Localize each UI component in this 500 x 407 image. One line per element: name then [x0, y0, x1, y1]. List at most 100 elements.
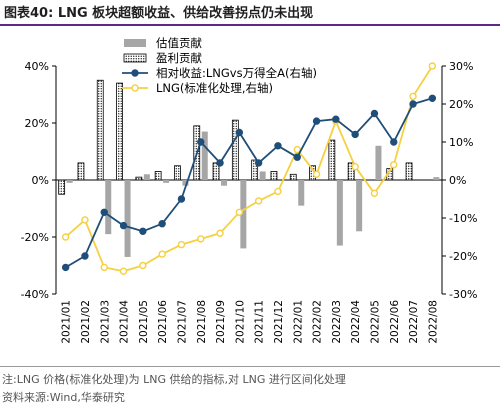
earnings-bar [77, 162, 85, 181]
lng-price-point [293, 145, 301, 154]
relative-return-point [139, 227, 147, 236]
right-axis-tick-label: 0% [449, 174, 466, 187]
relative-return-point [351, 130, 359, 139]
footnote: 注:LNG 价格(标准化处理)为 LNG 供给的指标,对 LNG 进行区间化处理 [2, 373, 346, 386]
valuation-bar [375, 145, 382, 180]
lng-price-point [428, 62, 437, 70]
relative-return-point [312, 117, 321, 125]
valuation-bar [201, 131, 208, 180]
x-axis-tick-label: 2021/12 [273, 300, 285, 344]
bar-line-chart: -40% -20% 0% 20% 40% -30% -20% -10% 0% 10% 20% 30% 2… [21, 36, 478, 344]
relative-return-point [216, 159, 224, 167]
left-axis-tick-label: -40% [21, 288, 49, 301]
earnings-bar [174, 165, 181, 181]
relative-return-point [409, 100, 417, 108]
relative-return-point [61, 263, 70, 272]
chart-title: 图表40: LNG 板块超额收益、供给改善拐点仍未出现 [4, 6, 314, 21]
x-axis-tick-label: 2022/04 [350, 300, 362, 344]
x-axis-tick-label: 2022/07 [408, 300, 420, 344]
earnings-bar [328, 139, 336, 181]
x-axis-tick-label: 2022/03 [331, 300, 343, 344]
earnings-bar [347, 162, 355, 181]
lng-price-point [216, 229, 224, 237]
valuation-bar [182, 180, 189, 186]
legend-label: 估值贡献 [156, 36, 202, 50]
source-note: 资料来源:Wind,华泰研究 [2, 391, 125, 404]
valuation-bar [356, 180, 363, 232]
legend-label: LNG(标准化处理,右轴) [156, 81, 273, 95]
legend-swatch-earnings [123, 53, 147, 63]
valuation-bar [240, 180, 247, 249]
earnings-bar [212, 162, 220, 181]
earnings-bar [116, 82, 123, 181]
lng-price-point [409, 92, 417, 101]
right-axis-tick-label: 30% [449, 60, 473, 73]
lng-price-point [312, 170, 321, 179]
x-axis-tick-label: 2021/02 [80, 300, 92, 344]
valuation-bar [259, 171, 266, 180]
legend-label: 相对收益:LNGvs万得全A(右轴) [156, 66, 317, 80]
relative-return-point [390, 138, 398, 146]
lng-price-point [235, 208, 244, 217]
valuation-bar [163, 180, 170, 183]
x-axis-tick-label: 2021/05 [138, 300, 150, 344]
bar-marks [58, 79, 440, 257]
earnings-bar [251, 159, 259, 181]
lng-price-point [197, 235, 205, 243]
earnings-bar [270, 171, 278, 181]
x-axis-tick-label: 2021/07 [176, 300, 188, 344]
lng-price-point [177, 240, 186, 249]
earnings-bar [96, 79, 104, 181]
x-axis-tick-label: 2021/08 [196, 300, 208, 344]
left-axis-tick-label: -20% [21, 231, 49, 244]
relative-return-point [158, 219, 166, 228]
lng-price-point [81, 216, 89, 224]
lng-price-point [351, 162, 359, 171]
relative-return-point [197, 138, 205, 146]
right-axis-tick-label: -30% [449, 288, 477, 301]
valuation-bar [433, 177, 440, 180]
x-axis-tick-label: 2022/02 [312, 300, 324, 344]
lng-price-point [370, 189, 379, 198]
lng-price-point [254, 197, 263, 205]
valuation-bar [124, 180, 131, 257]
x-axis-tick-label: 2022/05 [369, 300, 381, 344]
relative-return-point [100, 208, 108, 217]
earnings-bar [58, 179, 66, 195]
valuation-bar [143, 174, 150, 180]
earnings-bar [289, 173, 297, 181]
legend-swatch-marker [131, 69, 139, 77]
valuation-bar [66, 180, 73, 183]
valuation-bar [298, 180, 305, 206]
right-axis-tick-label: -20% [449, 250, 477, 263]
earnings-bar [405, 162, 413, 181]
relative-return-point [370, 109, 379, 118]
earnings-bar [135, 176, 143, 181]
legend-swatch-valuation [124, 39, 146, 47]
legend-swatch-marker [131, 84, 139, 92]
lng-price-point [139, 261, 147, 270]
relative-return-point [119, 221, 128, 230]
x-axis-tick-label: 2021/06 [157, 300, 169, 344]
earnings-bar [231, 119, 239, 181]
relative-return-point [428, 94, 437, 103]
right-axis-tick-label: 20% [449, 98, 473, 111]
x-axis-tick-label: 2021/03 [99, 300, 111, 344]
x-axis-tick-label: 2021/04 [119, 300, 131, 344]
relative-return-point [177, 195, 186, 203]
title-divider [0, 24, 500, 26]
relative-return-point [81, 252, 89, 260]
relative-return-point [293, 153, 301, 161]
axes: -40% -20% 0% 20% 40% -30% -20% -10% 0% 10% 20% 30% 2… [21, 60, 478, 344]
lng-price-point [100, 263, 108, 272]
line-marks [61, 62, 437, 275]
x-axis-tick-label: 2022/08 [427, 300, 439, 344]
lng-price-point [274, 187, 282, 196]
x-axis-tick-label: 2022/01 [292, 300, 304, 344]
relative-return-point [235, 128, 244, 137]
left-axis-tick-label: 0% [32, 174, 49, 187]
left-axis-tick-label: 20% [25, 117, 49, 130]
lng-price-point [158, 250, 166, 258]
notes-divider [0, 366, 500, 367]
